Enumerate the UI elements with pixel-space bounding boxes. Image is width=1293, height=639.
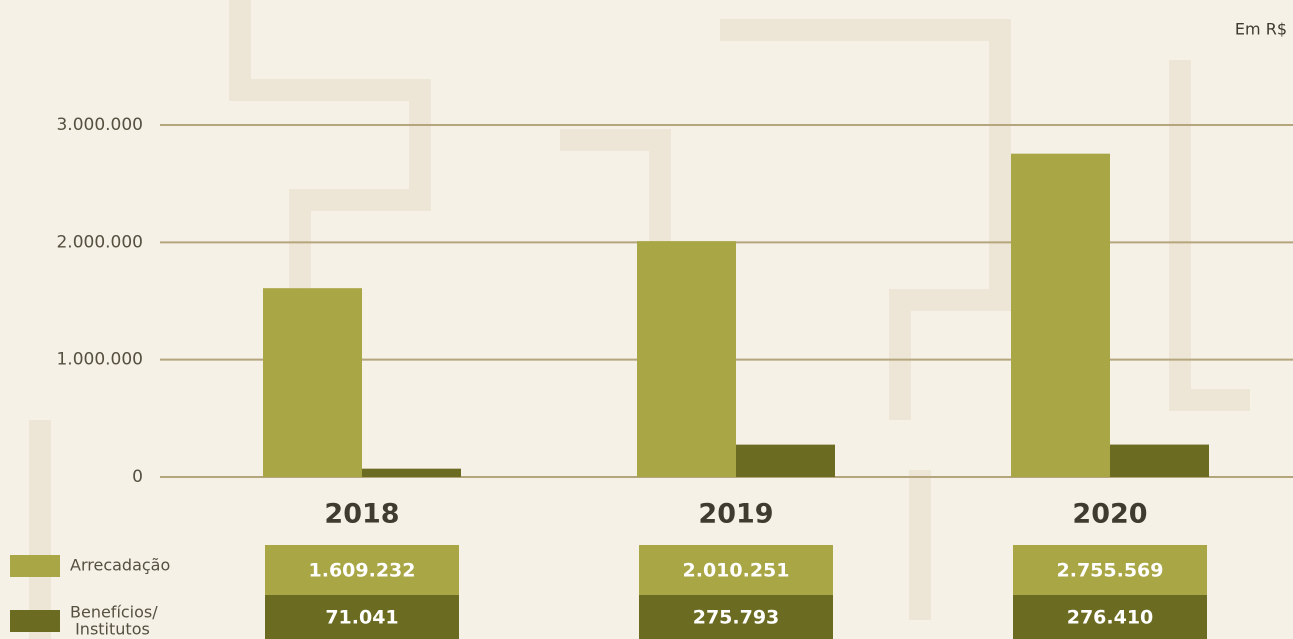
- legend-swatch: [10, 610, 60, 632]
- value-label: 276.410: [1067, 607, 1154, 629]
- y-tick-label: 3.000.000: [56, 115, 143, 135]
- bar: [637, 241, 736, 477]
- bar: [263, 288, 362, 477]
- legend-label: Benefícios/ Institutos: [70, 602, 158, 638]
- y-tick-label: 0: [132, 467, 143, 487]
- value-label: 2.010.251: [683, 560, 790, 582]
- x-tick-label: 2019: [698, 499, 773, 530]
- legend-swatch: [10, 555, 60, 577]
- value-label: 71.041: [325, 607, 398, 629]
- y-tick-label: 1.000.000: [56, 350, 143, 370]
- x-tick-label: 2018: [324, 499, 399, 530]
- value-label: 2.755.569: [1057, 560, 1164, 582]
- chart: Em R$ 0 1.000.000 2.000.000 3.000.000 2018 1.…: [0, 0, 1293, 639]
- x-tick-label: 2020: [1072, 499, 1147, 530]
- bar: [1011, 154, 1110, 477]
- unit-label: Em R$: [1235, 20, 1287, 39]
- legend-label: Arrecadação: [70, 556, 170, 575]
- value-label: 275.793: [693, 607, 780, 629]
- y-tick-label: 2.000.000: [56, 232, 143, 252]
- bar: [1110, 445, 1209, 477]
- bar: [362, 469, 461, 477]
- bar: [736, 445, 835, 477]
- value-label: 1.609.232: [309, 560, 416, 582]
